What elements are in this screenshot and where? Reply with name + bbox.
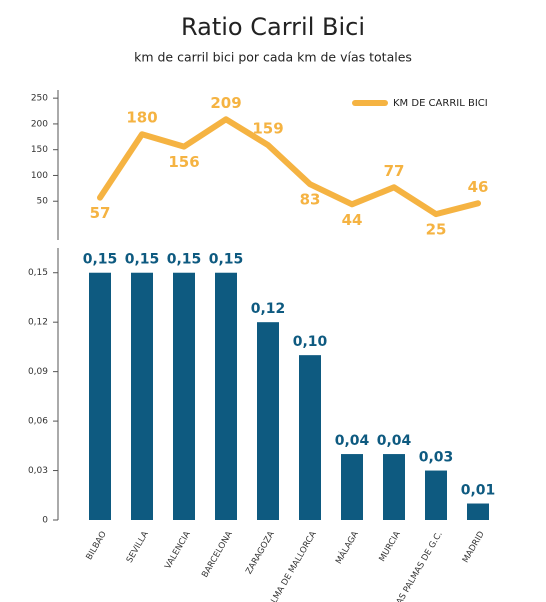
data-label: 0,03 — [419, 450, 454, 466]
y-tick-label: 0 — [42, 516, 48, 526]
chart-title: Ratio Carril Bici — [181, 13, 365, 41]
data-label: 0,01 — [461, 483, 496, 499]
legend-label: KM DE CARRIL BICI — [393, 98, 488, 109]
data-label: 0,15 — [83, 252, 118, 268]
data-label: 0,04 — [335, 433, 370, 449]
y-tick-label: 150 — [31, 145, 48, 155]
y-tick-label: 0,03 — [28, 466, 48, 476]
data-label: 0,10 — [293, 334, 328, 350]
data-label: 0,12 — [251, 301, 286, 317]
data-label: 159 — [252, 120, 283, 138]
bar — [215, 272, 237, 520]
data-label: 209 — [210, 94, 241, 112]
bar — [341, 454, 363, 520]
y-tick-label: 0,09 — [28, 367, 48, 377]
y-tick-label: 0,15 — [28, 268, 48, 278]
bar — [383, 454, 405, 520]
bar — [467, 503, 489, 520]
y-tick-label: 50 — [37, 197, 49, 207]
bar — [173, 272, 195, 520]
data-label: 0,15 — [167, 252, 202, 268]
data-label: 0,15 — [125, 252, 160, 268]
chart-subtitle: km de carril bici por cada km de vías to… — [134, 50, 412, 65]
y-tick-label: 250 — [31, 94, 48, 104]
line-series — [97, 116, 481, 218]
data-label: 25 — [426, 221, 447, 239]
data-label: 83 — [300, 191, 321, 209]
data-label: 0,15 — [209, 252, 244, 268]
data-label: 46 — [468, 178, 489, 196]
bar — [425, 470, 447, 520]
bar — [131, 272, 153, 520]
data-label: 156 — [168, 153, 199, 171]
y-tick-label: 200 — [31, 119, 48, 129]
data-label: 180 — [126, 109, 157, 127]
data-label: 57 — [90, 204, 111, 222]
y-tick-label: 0,12 — [28, 318, 48, 328]
y-tick-label: 0,06 — [28, 417, 48, 427]
bar — [89, 272, 111, 520]
data-label: 77 — [384, 162, 405, 180]
bar — [257, 322, 279, 520]
bar — [299, 355, 321, 520]
data-label: 0,04 — [377, 433, 412, 449]
y-tick-label: 100 — [31, 171, 48, 181]
data-label: 44 — [342, 211, 363, 229]
